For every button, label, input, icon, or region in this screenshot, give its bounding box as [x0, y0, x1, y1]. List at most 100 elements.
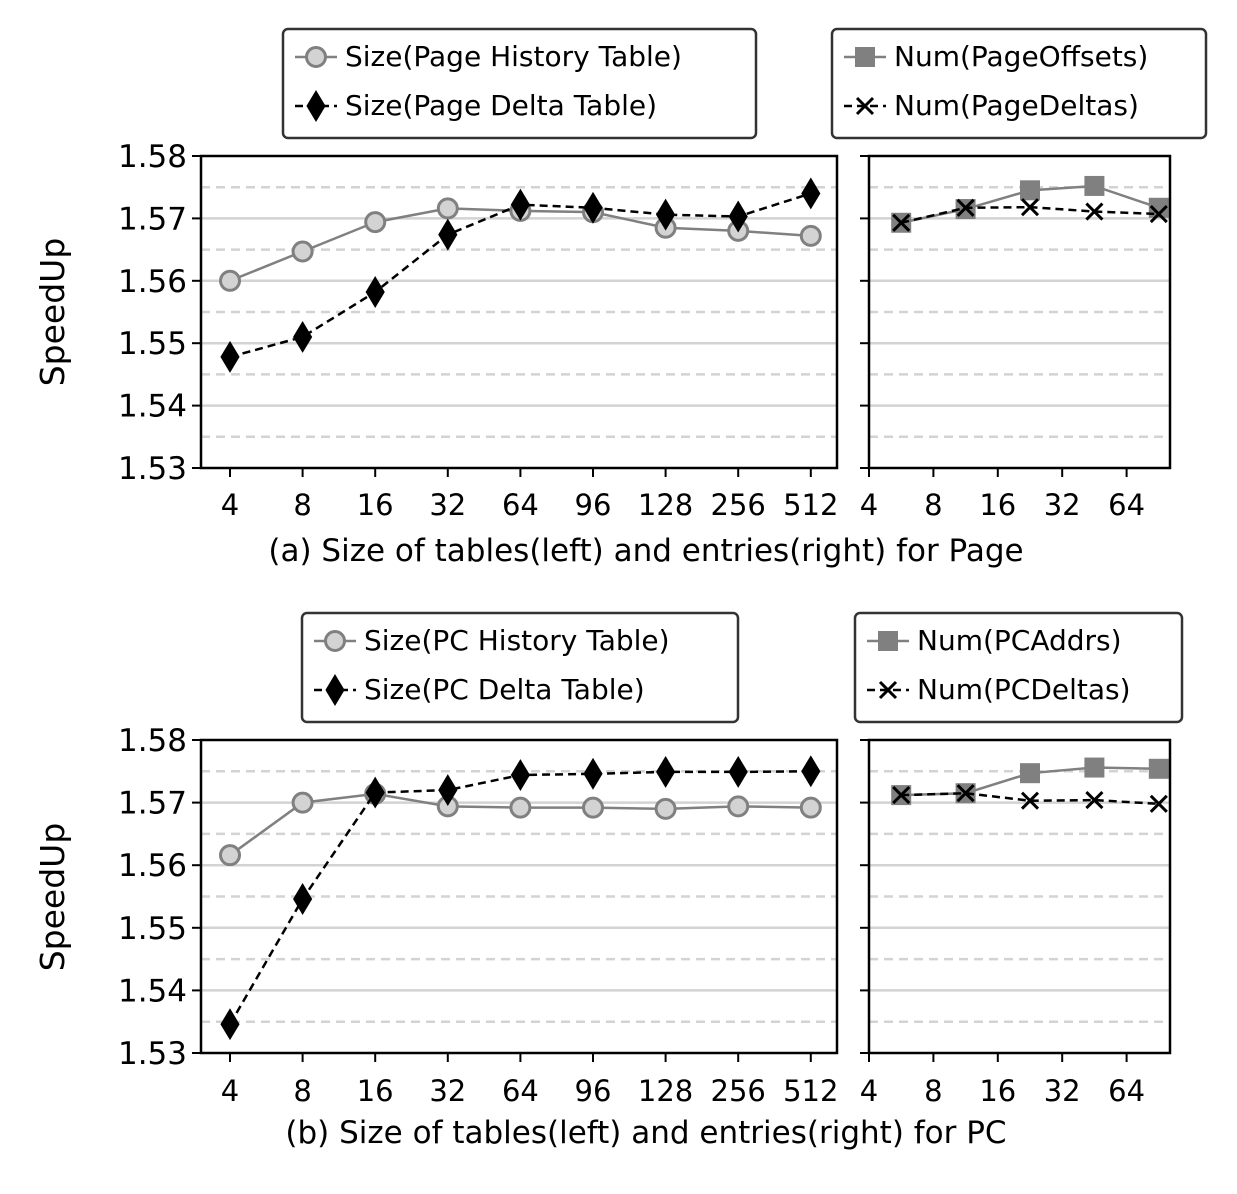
figure-caption: (b) Size of tables(left) and entries(rig… [285, 1115, 1006, 1151]
plot-a-left: 1.53 1.54 1.55 1.56 1.57 1.58 4 8 16 32 64 96 128 256… [118, 139, 839, 522]
data-point [510, 759, 530, 792]
data-point [365, 276, 385, 309]
y-tick-label: 1.55 [118, 326, 187, 362]
x-tick-label: 512 [783, 488, 838, 522]
data-point [293, 883, 313, 915]
x-tick-label: 128 [638, 1074, 693, 1108]
legend-label: Size(Page Delta Table) [345, 89, 657, 122]
x-tick-label: 64 [502, 488, 539, 522]
x-tick-label: 512 [783, 1074, 838, 1108]
y-tick-label: 1.54 [118, 389, 187, 425]
x-tick-label: 64 [1108, 1074, 1145, 1108]
legend-marker [878, 631, 898, 651]
x-tick-label: 8 [293, 488, 311, 522]
x-tick-label: 256 [711, 1074, 766, 1108]
y-axis-label: SpeedUp [33, 823, 72, 972]
legend-label: Size(PC Delta Table) [364, 673, 645, 706]
y-tick-label: 1.57 [118, 201, 187, 237]
data-point [1085, 202, 1104, 221]
data-point [892, 786, 911, 805]
legend-label: Num(PCDeltas) [917, 673, 1131, 706]
data-point [291, 240, 314, 263]
series-line [901, 791, 1159, 806]
data-point [1020, 791, 1040, 810]
legend-marker [324, 630, 346, 652]
axes-frame [867, 738, 1172, 1055]
x-tick-label: 8 [924, 1074, 942, 1108]
data-point [728, 200, 748, 233]
y-tick-label: 1.58 [118, 139, 187, 175]
data-point [438, 774, 458, 807]
data-point [1020, 198, 1040, 217]
data-point [728, 755, 748, 788]
axes-frame [199, 154, 839, 470]
data-point [1149, 204, 1168, 224]
y-tick-label: 1.56 [118, 848, 187, 884]
data-point [656, 198, 676, 231]
y-tick-label: 1.56 [118, 264, 187, 300]
data-point [219, 844, 241, 867]
x-tick-label: 128 [638, 488, 693, 522]
data-point [956, 198, 975, 217]
legend-label: Num(PageDeltas) [894, 89, 1139, 122]
data-point [1084, 175, 1105, 196]
data-point [1149, 794, 1168, 813]
legend-frame [300, 611, 740, 724]
data-point [799, 224, 822, 247]
legend-label: Num(PCAddrs) [917, 624, 1122, 657]
data-point [1148, 758, 1169, 779]
legend-b-right: Num(PCAddrs) Num(PCDeltas) [853, 611, 1184, 724]
legend-marker [855, 47, 875, 67]
x-tick-label: 4 [860, 488, 878, 522]
x-tick-label: 16 [979, 1074, 1016, 1108]
legend-marker [305, 46, 327, 68]
x-tick-label: 32 [429, 1074, 466, 1108]
x-tick-label: 16 [979, 488, 1016, 522]
legend-marker [855, 96, 875, 116]
x-tick-label: 4 [860, 1074, 878, 1108]
data-point [1020, 763, 1040, 784]
y-tick-label: 1.58 [118, 723, 187, 759]
x-tick-label: 8 [924, 488, 942, 522]
data-point [510, 188, 530, 221]
legend-marker [878, 680, 898, 700]
data-point [656, 755, 676, 788]
axes-frame [199, 738, 839, 1055]
x-tick-label: 96 [575, 1074, 612, 1108]
x-tick-label: 16 [357, 1074, 394, 1108]
y-axis-label: SpeedUp [33, 238, 72, 387]
y-tick-label: 1.54 [118, 973, 187, 1009]
x-tick-label: 4 [221, 488, 239, 522]
x-tick-label: 8 [293, 1074, 311, 1108]
plot-b-right: 4 8 16 32 64 [860, 738, 1172, 1108]
data-point [1085, 791, 1104, 810]
x-tick-label: 32 [429, 488, 466, 522]
plot-b-left: 1.53 1.54 1.55 1.56 1.57 1.58 4 8 16 32 64 96 128 256… [118, 723, 839, 1108]
data-point [892, 213, 911, 232]
data-point [582, 796, 604, 819]
x-tick-label: 64 [502, 1074, 539, 1108]
legend-frame [830, 27, 1208, 140]
legend-marker [306, 90, 326, 122]
data-point [1020, 180, 1040, 201]
legend-marker [325, 674, 345, 706]
data-point [654, 797, 677, 820]
plot-a-right: 4 8 16 32 64 [860, 154, 1172, 522]
legend-label: Size(Page History Table) [345, 40, 682, 73]
data-point [583, 757, 603, 790]
data-point [801, 177, 821, 210]
y-tick-label: 1.53 [118, 451, 187, 487]
axes-frame [867, 154, 1172, 470]
data-point [219, 269, 241, 292]
data-point [291, 791, 314, 814]
data-point [220, 1008, 240, 1041]
data-point [364, 211, 387, 234]
x-tick-label: 32 [1044, 1074, 1081, 1108]
data-point [1084, 757, 1105, 778]
x-tick-label: 96 [575, 488, 612, 522]
data-point [365, 776, 385, 809]
data-point [509, 796, 532, 819]
x-tick-label: 256 [711, 488, 766, 522]
data-point [727, 795, 750, 818]
